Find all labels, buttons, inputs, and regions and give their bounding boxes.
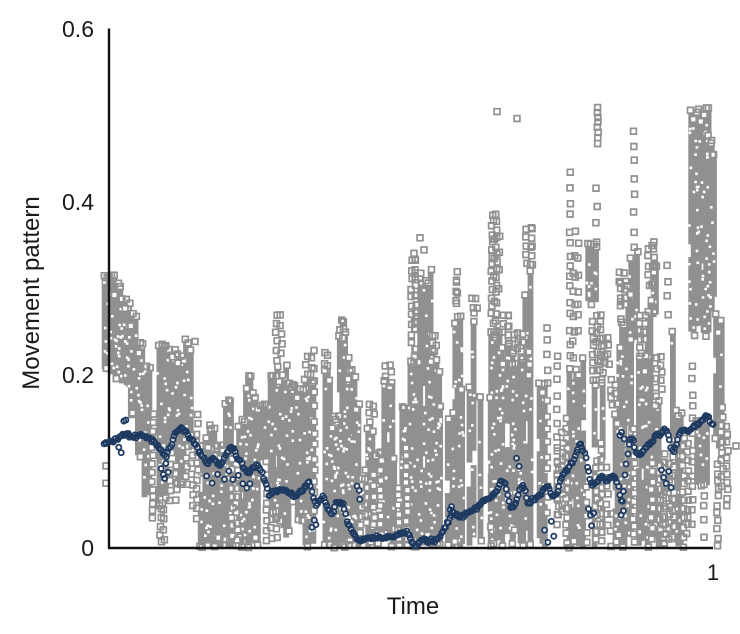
- svg-text:0.4: 0.4: [62, 189, 94, 215]
- svg-text:0.2: 0.2: [62, 362, 94, 388]
- svg-text:Movement pattern: Movement pattern: [18, 196, 45, 389]
- svg-text:1: 1: [707, 560, 719, 585]
- svg-text:Time: Time: [387, 593, 439, 620]
- svg-text:0.6: 0.6: [62, 16, 94, 42]
- svg-text:0: 0: [81, 535, 94, 561]
